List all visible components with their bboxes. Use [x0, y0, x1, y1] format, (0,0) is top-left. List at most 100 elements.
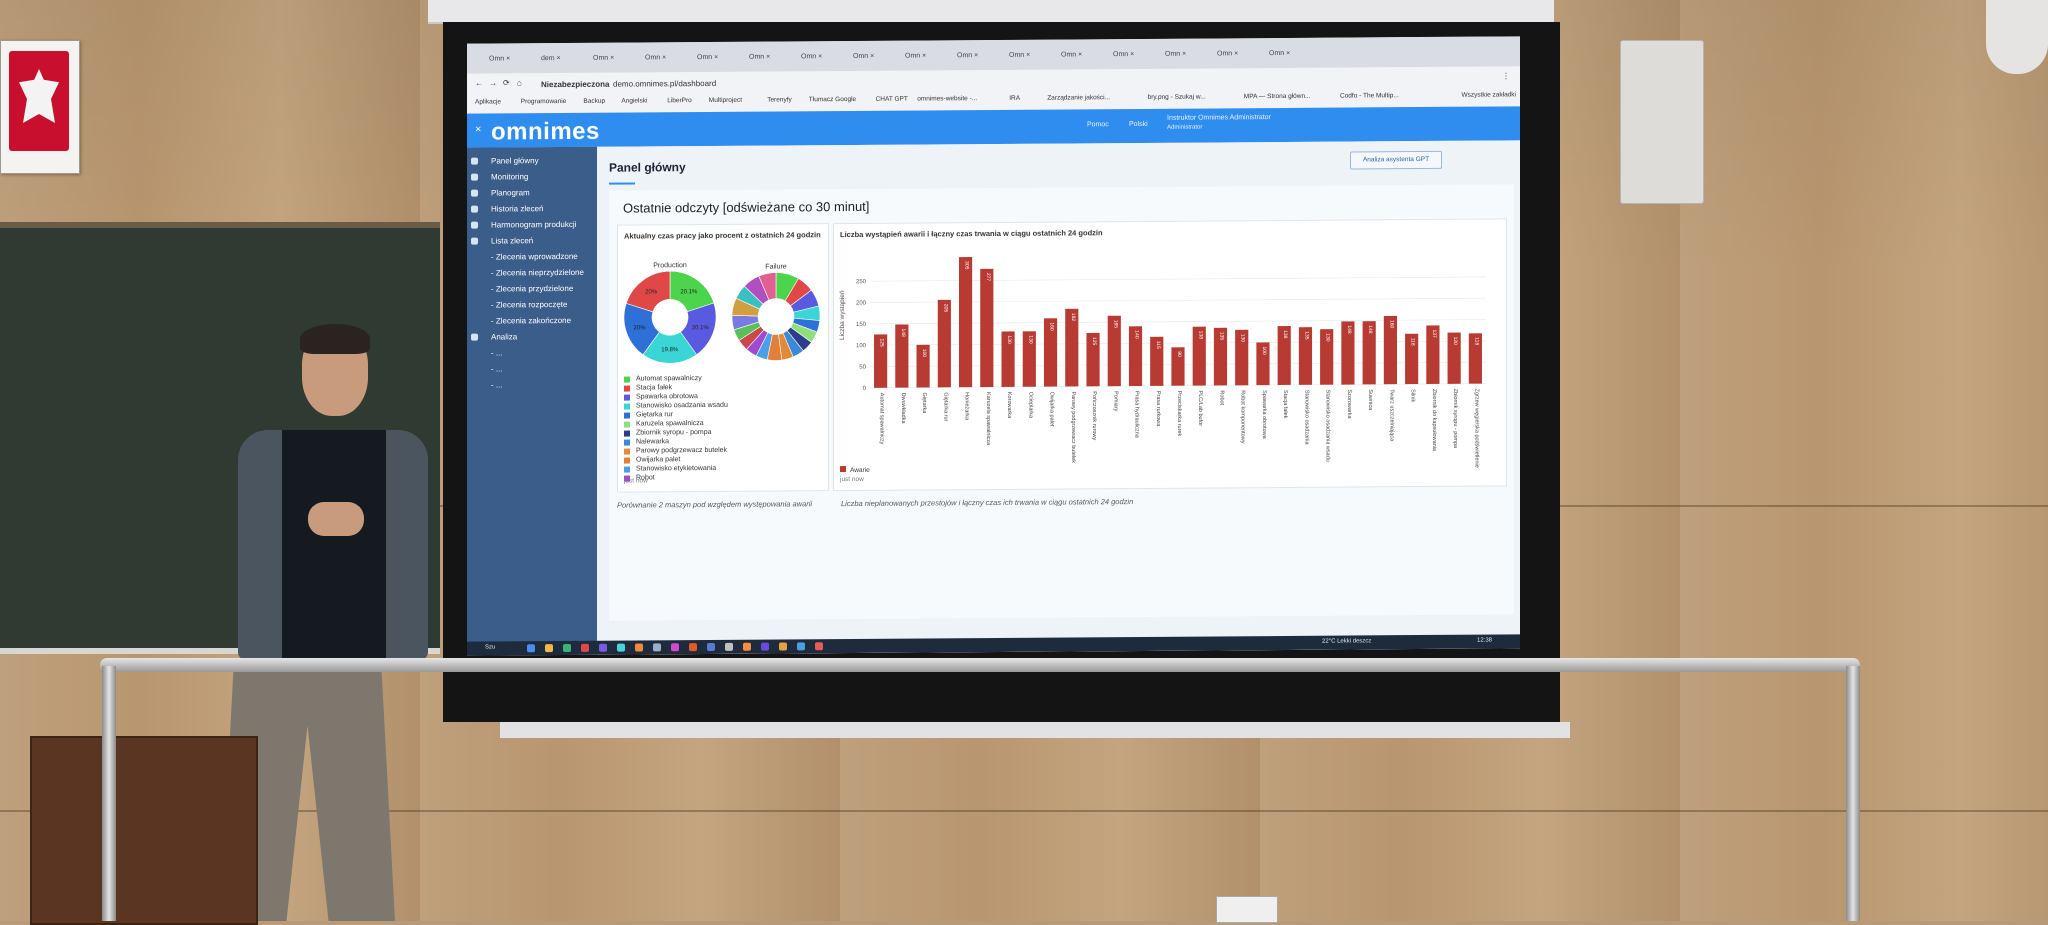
taskbar-app-icon[interactable]	[707, 642, 715, 652]
bookmark-item[interactable]: bry.png - Szukaj w...	[1147, 93, 1206, 101]
failure-bar[interactable]	[959, 257, 973, 388]
menu-icon[interactable]: ⋮	[1502, 71, 1510, 81]
bookmark-item[interactable]: Multiproject	[708, 96, 743, 104]
bookmark-item[interactable]: CHAT GPT	[875, 95, 908, 103]
taskbar-app-icon[interactable]	[599, 643, 607, 652]
back-icon[interactable]: ←	[475, 78, 483, 88]
user-name[interactable]: Instruktor Omnimes Administrator	[1167, 114, 1271, 122]
failure-bar[interactable]	[1447, 332, 1461, 384]
x-tick-label: Silnik	[1410, 389, 1416, 402]
failure-bar[interactable]	[1001, 331, 1015, 387]
failure-bar[interactable]	[1150, 336, 1164, 386]
taskbar-app-icon[interactable]	[563, 643, 571, 653]
failure-bar[interactable]	[1128, 326, 1143, 387]
failure-bar[interactable]	[1405, 333, 1419, 385]
taskbar-app-icon[interactable]	[761, 642, 769, 651]
taskbar-app-icon[interactable]	[581, 643, 589, 652]
bookmark-item[interactable]: MPA — Strona główn...	[1243, 92, 1311, 101]
taskbar-app-icon[interactable]	[689, 643, 697, 652]
failure-bar[interactable]	[1043, 318, 1058, 387]
failure-bar[interactable]	[937, 299, 951, 388]
failure-bar[interactable]	[895, 324, 909, 388]
taskbar-app-icon[interactable]	[653, 643, 661, 652]
sidebar-item-label: Lista zleceń	[491, 236, 534, 246]
browser-tab[interactable]: Omn ×	[593, 54, 615, 62]
browser-tab[interactable]: Omn ×	[1061, 51, 1083, 59]
taskbar-app-icon[interactable]	[635, 643, 643, 652]
browser-tab[interactable]: Omn ×	[749, 53, 771, 61]
bookmark-item[interactable]: Backup	[583, 97, 606, 105]
taskbar-app-icon[interactable]	[743, 642, 751, 651]
failure-bar[interactable]	[1468, 333, 1482, 384]
failure-bar[interactable]	[1277, 326, 1291, 386]
browser-tab[interactable]: Omn ×	[645, 54, 667, 62]
browser-tab[interactable]: Omn ×	[1113, 51, 1135, 59]
taskbar-app-icon[interactable]	[545, 644, 553, 653]
failure-bar[interactable]	[1171, 347, 1185, 386]
pie-slice[interactable]	[625, 270, 671, 313]
bookmark-item[interactable]: LiberPro	[667, 97, 692, 105]
bookmark-item[interactable]: Zarządzanie jakości...	[1047, 94, 1111, 102]
failure-bar[interactable]	[916, 344, 930, 388]
taskbar-app-icon[interactable]	[527, 644, 535, 653]
taskbar-search[interactable]: Szu	[485, 644, 496, 651]
browser-tab[interactable]: Omn ×	[1009, 51, 1031, 59]
close-menu-icon[interactable]: ×	[475, 123, 482, 136]
failure-bar[interactable]	[1320, 329, 1334, 385]
failure-bar[interactable]	[1256, 342, 1270, 386]
failure-bar[interactable]	[1065, 308, 1079, 387]
bookmark-item[interactable]: Wszystkie zakładki	[1461, 91, 1516, 99]
help-link[interactable]: Pomoc	[1087, 121, 1109, 129]
taskbar-app-icon[interactable]	[815, 642, 823, 651]
failure-bar[interactable]	[1192, 326, 1206, 386]
browser-tab[interactable]: Omn ×	[801, 53, 823, 61]
chart-legend-label[interactable]: Awarie	[850, 467, 870, 474]
y-tick-label: 250	[856, 279, 867, 285]
browser-tab[interactable]: Omn ×	[1217, 50, 1239, 58]
bookmark-item[interactable]: Programowanie	[520, 97, 567, 106]
browser-tab[interactable]: Omn ×	[1269, 49, 1291, 58]
browser-tab[interactable]: Omn ×	[853, 52, 875, 60]
bookmark-item[interactable]: Angielski	[621, 97, 648, 105]
taskbar-app-icon[interactable]	[671, 643, 679, 652]
failure-bar[interactable]	[1213, 327, 1228, 386]
failure-bar[interactable]	[1362, 321, 1376, 385]
failure-bar[interactable]	[1235, 329, 1249, 386]
taskbar-app-icon[interactable]	[617, 643, 625, 652]
forward-icon[interactable]: →	[489, 78, 497, 88]
browser-tab[interactable]: Omn ×	[957, 52, 979, 60]
failure-bar[interactable]	[1298, 327, 1313, 385]
taskbar-app-icon[interactable]	[797, 642, 805, 651]
home-icon[interactable]: ⌂	[517, 78, 522, 88]
bookmark-item[interactable]: omnimes-website -...	[917, 95, 978, 103]
failure-bar[interactable]	[1107, 315, 1121, 387]
legend-swatch	[624, 403, 630, 410]
failure-bar[interactable]	[1022, 331, 1036, 387]
bookmark-item[interactable]: Terenyfy	[767, 96, 792, 104]
failure-bar[interactable]	[980, 268, 994, 388]
x-tick-label: Honieżarka	[964, 392, 970, 421]
bookmark-item[interactable]: Codfo - The Multip...	[1340, 92, 1399, 100]
bookmark-item[interactable]: Aplikacje	[475, 98, 502, 106]
failure-bar[interactable]	[1341, 321, 1355, 385]
reload-icon[interactable]: ⟳	[503, 78, 510, 88]
browser-tab[interactable]: Omn ×	[905, 52, 927, 60]
taskbar-app-icon[interactable]	[779, 642, 787, 651]
failure-bar[interactable]	[1426, 325, 1440, 384]
failure-bar[interactable]	[1086, 332, 1100, 387]
browser-tab[interactable]: Omn ×	[1165, 50, 1187, 58]
taskbar-app-icon[interactable]	[725, 642, 733, 651]
browser-tab[interactable]: Omn ×	[489, 55, 511, 63]
pie-slice[interactable]	[758, 272, 777, 301]
failure-bar[interactable]	[1383, 315, 1397, 385]
sidebar-item-label: Historia zleceń	[491, 204, 544, 214]
failure-bar[interactable]	[874, 334, 888, 388]
bar-value-label: 148	[1367, 325, 1373, 334]
browser-tab[interactable]: dem ×	[541, 55, 561, 63]
gpt-analysis-button[interactable]: Analiza asystenta GPT	[1350, 150, 1442, 170]
language-select[interactable]: Polski	[1129, 120, 1148, 129]
bookmark-item[interactable]: IRA	[1009, 94, 1021, 102]
bookmark-item[interactable]: Tłumacz Google	[808, 95, 857, 104]
weather-widget[interactable]: 22°C Lekki deszcz	[1322, 638, 1372, 645]
browser-tab[interactable]: Omn ×	[697, 53, 719, 62]
